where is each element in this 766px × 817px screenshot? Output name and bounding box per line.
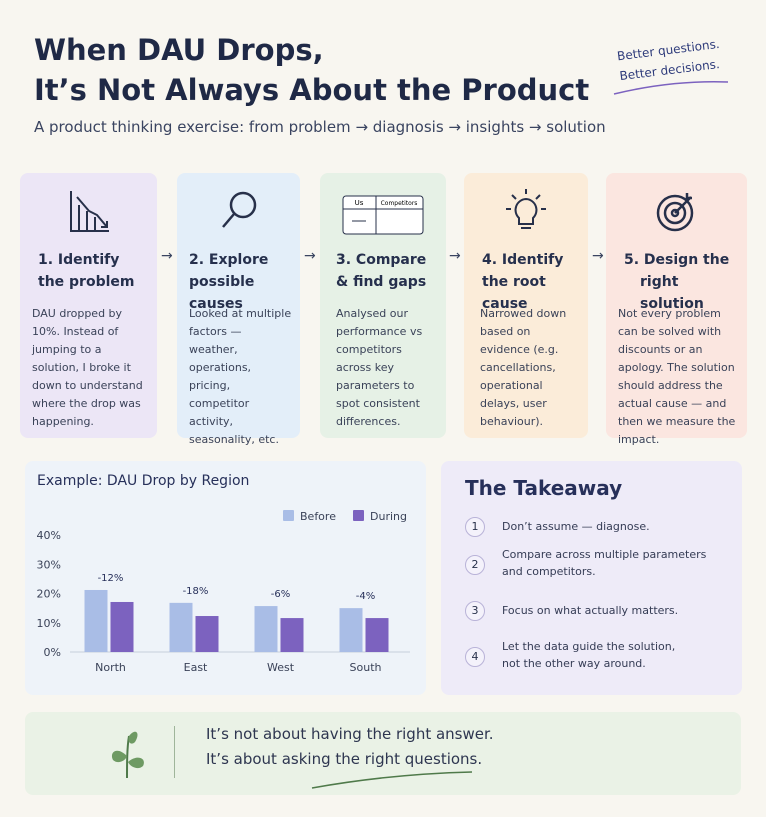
item-text: Don’t assume — diagnose. <box>502 518 650 535</box>
step-title-line: 3. Compare <box>336 252 427 268</box>
y-tick-label: 20% <box>37 588 61 601</box>
y-tick-label: 10% <box>37 617 61 630</box>
title-line: When DAU Drops, <box>34 33 324 67</box>
step-body: Looked at multiple factors — weather, op… <box>189 307 292 446</box>
x-tick-label: South <box>350 661 382 674</box>
step-title-line: the root cause <box>482 274 546 312</box>
legend-swatch <box>283 510 294 521</box>
subtitle: A product thinking exercise: from proble… <box>34 118 606 136</box>
bar <box>84 589 108 652</box>
step-body: Not every problem can be solved with dis… <box>618 307 736 446</box>
bar <box>254 606 278 652</box>
y-tick-label: 40% <box>37 529 61 542</box>
step-body: Narrowed down based on evidence (e.g. ca… <box>480 307 567 428</box>
item-text: Focus on what actually matters. <box>502 602 678 619</box>
x-tick-label: West <box>267 661 295 674</box>
footer-text: It’s not about having the right answer. … <box>206 722 494 772</box>
step-title: 1. Identify the problem <box>38 249 134 293</box>
icon <box>221 191 256 228</box>
step-title: 3. Compare & find gaps <box>336 249 426 293</box>
step-title-line: 5. Design the <box>624 252 730 268</box>
change-label: -18% <box>183 586 209 597</box>
step-title-line: right solution <box>640 274 704 312</box>
item-number: 3 <box>465 601 485 621</box>
step-card: 5. Design the right solution Not every pr… <box>606 173 747 446</box>
takeaway-panel <box>441 461 742 695</box>
bar <box>110 601 134 652</box>
arrow: → <box>449 248 461 264</box>
legend-swatch <box>353 510 364 521</box>
step-title-line: 4. Identify <box>482 252 564 268</box>
icon-label: Us <box>355 199 364 207</box>
step-title-line: the problem <box>38 274 135 290</box>
legend-label: Before <box>300 510 336 523</box>
arrow: → <box>304 248 316 264</box>
item-text: Compare across multiple parameters and co… <box>502 546 706 580</box>
footer-panel <box>25 712 741 795</box>
bar <box>195 616 219 652</box>
step-card: 1. Identify the problem DAU dropped by 10… <box>20 173 157 438</box>
item-number: 2 <box>465 555 485 575</box>
chart: Example: DAU Drop by Region 0% 10% 20% 30% 4… <box>25 461 426 695</box>
x-tick-label: East <box>184 661 208 674</box>
step-title: 2. Explore possible causes <box>189 249 300 315</box>
legend-label: During <box>370 510 407 523</box>
step-title-line: 1. Identify <box>38 252 120 268</box>
item-text-line: Compare across multiple parameters <box>502 548 707 561</box>
step-title: 4. Identify the root cause <box>482 249 588 315</box>
y-tick-label: 30% <box>37 558 61 571</box>
step-title-line: possible causes <box>189 274 255 312</box>
step-card: Us Competitors 3. Compare & find gaps Ana… <box>320 173 446 438</box>
title-line: It’s Not Always About the Product <box>34 73 590 107</box>
bar <box>339 608 363 652</box>
icon <box>69 191 109 232</box>
change-label: -4% <box>356 591 375 602</box>
item-text-line: and competitors. <box>502 565 596 578</box>
step-body: Analysed our performance vs competitors … <box>336 307 423 428</box>
footer-line: It’s not about having the right answer. <box>206 725 494 743</box>
divider <box>174 726 175 778</box>
x-tick-label: North <box>95 661 126 674</box>
item-number: 4 <box>465 647 485 667</box>
item-text-line: not the other way around. <box>502 657 646 670</box>
step-title-line: 2. Explore <box>189 252 269 268</box>
change-label: -6% <box>271 589 290 600</box>
item-text-line: Let the data guide the solution, <box>502 640 676 653</box>
note-underline <box>613 81 729 95</box>
bar <box>169 602 193 652</box>
icon: Us Competitors <box>342 195 424 235</box>
step-body: DAU dropped by 10%. Instead of jumping t… <box>32 307 143 428</box>
leaf-icon <box>111 731 144 779</box>
step-title: 5. Design the right solution <box>624 249 747 315</box>
item-number: 1 <box>465 517 485 537</box>
footer-underline <box>311 771 473 789</box>
step-card: 2. Explore possible causes Looked at mult… <box>177 173 300 446</box>
y-tick-label: 0% <box>44 646 61 659</box>
change-label: -12% <box>98 573 124 584</box>
icon <box>506 189 546 229</box>
title: When DAU Drops, It’s Not Always About th… <box>34 30 589 110</box>
item-text-line: Focus on what actually matters. <box>502 604 679 617</box>
footer-line: It’s about asking the right questions. <box>206 750 483 768</box>
item-text: Let the data guide the solution, not the … <box>502 638 675 672</box>
arrow: → <box>161 248 173 264</box>
step-card: 4. Identify the root cause Narrowed down … <box>464 173 588 438</box>
icon <box>656 193 693 232</box>
takeaway-title: The Takeaway <box>465 476 623 500</box>
chart-title: Example: DAU Drop by Region <box>37 473 249 489</box>
bar <box>365 618 389 652</box>
arrow: → <box>592 248 604 264</box>
icon-label: Competitors <box>381 200 418 207</box>
step-title-line: & find gaps <box>336 274 427 290</box>
item-text-line: Don’t assume — diagnose. <box>502 520 650 533</box>
bar <box>280 618 304 652</box>
